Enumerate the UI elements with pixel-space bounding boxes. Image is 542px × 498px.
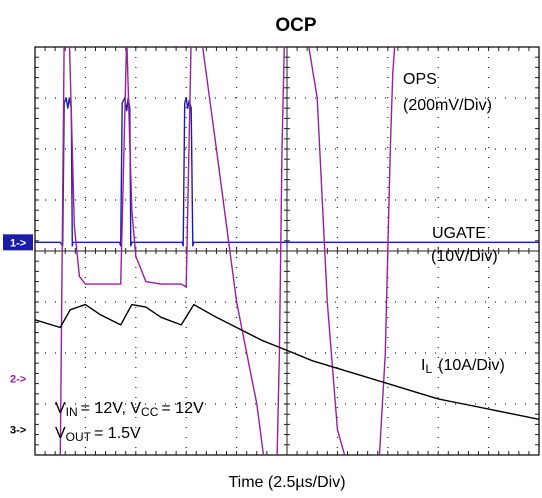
chart-title: OCP [275,15,317,36]
trace-il [35,303,539,420]
marker-2-label: 2-> [10,374,26,386]
vout-label: VOUT = 1.5V [55,425,141,444]
ugate-label: UGATE [432,225,486,242]
trace-ugate [35,97,539,247]
plot-frame [34,46,540,456]
il-label: IL (10A/Div) [421,357,505,376]
marker-1-label: 1-> [10,237,26,249]
vin-vcc-label: VIN = 12V, VCC = 12V [55,400,204,419]
traces [35,47,539,455]
marker-3-label: 3-> [10,425,26,437]
x-axis-label: Time (2.5µs/Div) [228,474,345,491]
ops-label: OPS [403,71,437,88]
marker-1-badge [3,234,33,251]
ugate-scale-label: (10V/Div) [431,248,498,265]
channel-markers: 1-> 2-> 3-> [3,234,33,437]
trace-ops [59,47,396,455]
ops-scale-label: (200mV/Div) [403,97,492,114]
